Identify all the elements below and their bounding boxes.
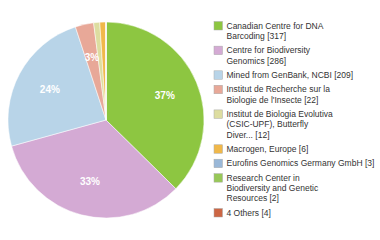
- legend-label: Institut de Recherche sur laBiologie de …: [227, 84, 331, 104]
- legend-item: 4 Others [4]: [214, 208, 271, 218]
- legend-item: Institut de Recherche sur laBiologie de …: [214, 84, 330, 104]
- pie-slice: [106, 22, 107, 120]
- legend-item: Research Center inBiodiversity and Genet…: [214, 173, 319, 203]
- legend-label: Mined from GenBank, NCBI [209]: [227, 70, 354, 80]
- legend-item: Eurofins Genomics Germany GmbH [3]: [214, 158, 374, 168]
- legend-swatch: [214, 145, 223, 154]
- legend-swatch: [214, 85, 223, 94]
- legend-swatch: [214, 71, 223, 80]
- pie-slice: [94, 22, 106, 120]
- legend-label: 4 Others [4]: [227, 208, 271, 218]
- legend-label: Macrogen, Europe [6]: [227, 144, 309, 154]
- legend-swatch: [214, 159, 223, 168]
- legend-label: Centre for BiodiversityGenomics [286]: [227, 45, 311, 65]
- pie-slice: [106, 22, 107, 120]
- data-label: 33%: [80, 176, 100, 187]
- pie: [8, 22, 204, 218]
- pie-slice: [75, 23, 106, 120]
- legend-swatch: [214, 22, 223, 31]
- data-label: 3%: [85, 52, 100, 63]
- legend-swatch: [214, 209, 223, 218]
- legend-label: Institut de Biologia Evolutiva(CSIC-UPF)…: [227, 109, 334, 139]
- legend-label: Canadian Centre for DNABarcoding [317]: [227, 21, 324, 41]
- legend: Canadian Centre for DNABarcoding [317] Ce…: [214, 21, 374, 218]
- chart: 37% 33% 24% 3% Canadian Centre for DNABarcod…: [0, 0, 380, 240]
- data-label: 24%: [40, 84, 60, 95]
- data-label: 37%: [155, 90, 175, 101]
- legend-swatch: [214, 110, 223, 119]
- legend-item: Canadian Centre for DNABarcoding [317]: [214, 21, 324, 41]
- pie-slice: [106, 22, 107, 120]
- legend-label: Eurofins Genomics Germany GmbH [3]: [227, 158, 375, 168]
- data-labels: 37% 33% 24% 3%: [40, 52, 175, 187]
- legend-item: Mined from GenBank, NCBI [209]: [214, 70, 353, 80]
- pie-slice: [100, 22, 106, 120]
- legend-item: Macrogen, Europe [6]: [214, 144, 308, 154]
- legend-swatch: [214, 46, 223, 55]
- legend-item: Institut de Biologia Evolutiva(CSIC-UPF)…: [214, 109, 333, 139]
- legend-swatch: [214, 174, 223, 183]
- legend-label: Research Center inBiodiversity and Genet…: [227, 173, 319, 203]
- legend-item: Centre for BiodiversityGenomics [286]: [214, 45, 311, 65]
